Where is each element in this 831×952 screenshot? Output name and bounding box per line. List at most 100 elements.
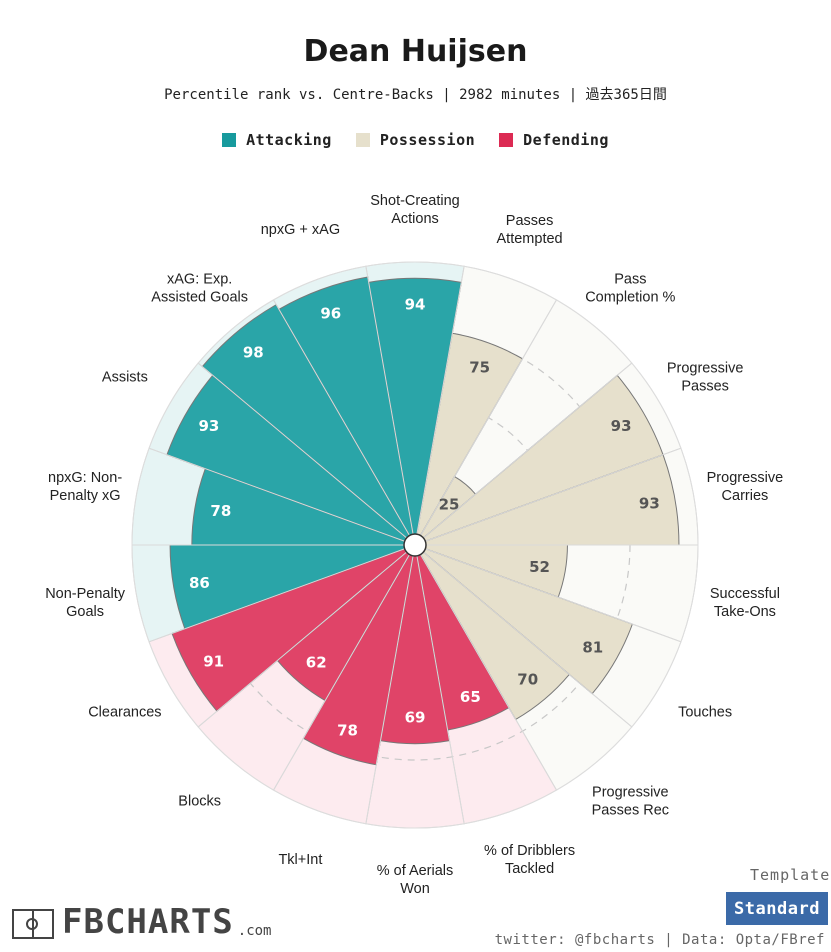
metric-label-touches: Touches <box>678 705 732 721</box>
metric-label-progressive-carries: Progressive Carries <box>707 470 784 504</box>
separator-16 <box>197 362 407 539</box>
metric-label-assists: Assists <box>102 370 148 386</box>
metric-labels: Shot-Creating Actions Passes Attempted Pass C… <box>45 193 783 897</box>
separator-8 <box>420 554 557 791</box>
metric-label-line: % of Dribblers <box>484 843 575 859</box>
separator-12 <box>197 551 407 728</box>
separator-9 <box>416 555 465 824</box>
value-label-pass-completion: 25 <box>439 495 460 513</box>
metric-label-line: Tackled <box>505 861 554 877</box>
metric-label-clearances: Clearances <box>88 705 161 721</box>
metric-label-line: Won <box>400 881 430 897</box>
value-label-npxg-non-penalty-xg: 78 <box>210 502 231 520</box>
metric-label-line: Touches <box>678 705 732 721</box>
value-label-passes-attempted: 75 <box>469 358 490 376</box>
value-label-npxg-xag: 96 <box>320 305 341 323</box>
separator-11 <box>273 554 410 791</box>
metric-label-npxg-non-penalty-xg: npxG: Non- Penalty xG <box>48 470 122 504</box>
metric-label-line: Shot-Creating <box>370 193 459 209</box>
metric-label-line: Clearances <box>88 705 161 721</box>
metric-label-line: Goals <box>66 604 104 620</box>
metric-label-non-penalty-goals: Non-Penalty Goals <box>45 586 126 620</box>
metric-label-line: Progressive <box>592 785 669 801</box>
metric-label-line: npxG: Non- <box>48 470 122 486</box>
footer-credits: twitter: @fbcharts | Data: Opta/FBref <box>494 932 825 948</box>
metric-label-line: Successful <box>710 586 780 602</box>
value-wedges <box>166 276 680 766</box>
value-label-assists: 93 <box>198 417 219 435</box>
metric-label-line: Progressive <box>667 361 744 377</box>
metric-label-npxg-xag: npxG + xAG <box>261 222 340 238</box>
metric-label-line: xAG: Exp. <box>167 271 232 287</box>
template-label: Template <box>750 866 831 884</box>
metric-label-line: Blocks <box>178 794 221 810</box>
legend-swatch-defending <box>499 133 514 147</box>
metric-label-line: Completion % <box>585 289 675 305</box>
separator-10 <box>365 555 414 824</box>
pitch-icon <box>12 909 54 939</box>
legend-label-attacking: Attacking <box>246 131 332 149</box>
legend: Attacking Possession Defending <box>0 131 831 149</box>
value-label-blocks: 62 <box>306 654 327 672</box>
fbcharts-logo: FBCHARTS .com <box>12 905 271 939</box>
value-labels: 94 75 25 93 93 52 81 70 65 69 78 62 91 86 78 93 98 96 <box>189 295 660 739</box>
metric-label-line: Passes <box>506 213 554 229</box>
value-label-of-dribblers-tackled: 65 <box>460 688 481 706</box>
metric-label-line: Pass <box>614 271 646 287</box>
legend-item-possession: Possession <box>355 131 476 149</box>
value-label-progressive-passes-rec: 70 <box>517 670 538 688</box>
separator-3 <box>423 362 633 539</box>
metric-label-passes-attempted: Passes Attempted <box>497 213 563 247</box>
metric-label-line: Tkl+Int <box>278 852 322 868</box>
metric-label-shot-creating-actions: Shot-Creating Actions <box>370 193 459 227</box>
legend-label-possession: Possession <box>379 131 476 149</box>
value-label-tkl-int: 78 <box>337 721 358 739</box>
metric-label-progressive-passes-rec: Progressive Passes Rec <box>592 785 669 819</box>
metric-label-line: % of Aerials <box>377 863 454 879</box>
metric-label-line: Assists <box>102 370 148 386</box>
logo-suffix: .com <box>237 923 272 939</box>
value-label-shot-creating-actions: 94 <box>405 295 426 313</box>
metric-label-of-aerials-won: % of Aerials Won <box>377 863 454 897</box>
metric-label-line: Attempted <box>497 231 563 247</box>
separator-7 <box>423 551 633 728</box>
separator-17 <box>273 299 410 536</box>
logo-text: FBCHARTS <box>62 902 234 942</box>
template-standard-button[interactable]: Standard <box>726 892 828 925</box>
separator-2 <box>420 299 557 536</box>
metric-label-line: Progressive <box>707 470 784 486</box>
value-label-touches: 81 <box>582 639 603 657</box>
legend-swatch-possession <box>355 133 370 147</box>
legend-swatch-attacking <box>222 133 237 147</box>
metric-label-tkl-int: Tkl+Int <box>278 852 322 868</box>
legend-item-attacking: Attacking <box>222 131 332 149</box>
separator-0 <box>365 266 414 535</box>
metric-label-progressive-passes: Progressive Passes <box>667 361 744 395</box>
metric-label-line: Non-Penalty <box>45 586 126 602</box>
value-label-successful-take-ons: 52 <box>529 558 550 576</box>
chart-subtitle: Percentile rank vs. Centre-Backs | 2982 … <box>164 87 667 103</box>
legend-label-defending: Defending <box>523 131 609 149</box>
metric-label-xag-exp-assisted-goals: xAG: Exp. Assisted Goals <box>151 271 248 305</box>
legend-item-defending: Defending <box>499 131 609 149</box>
metric-label-successful-take-ons: Successful Take-Ons <box>710 586 780 620</box>
value-label-of-aerials-won: 69 <box>405 709 426 727</box>
metric-label-line: Assisted Goals <box>151 289 248 305</box>
wedge-separators <box>132 266 698 824</box>
metric-label-line: Penalty xG <box>50 488 121 504</box>
value-label-progressive-carries: 93 <box>639 495 660 513</box>
value-label-xag-exp-assisted-goals: 98 <box>243 343 264 361</box>
separator-15 <box>148 447 405 542</box>
separator-13 <box>148 548 405 643</box>
value-label-clearances: 91 <box>203 652 224 670</box>
metric-label-line: npxG + xAG <box>261 222 340 238</box>
value-label-progressive-passes: 93 <box>611 417 632 435</box>
metric-label-of-dribblers-tackled: % of Dribblers Tackled <box>484 843 575 877</box>
separator-4 <box>425 447 682 542</box>
metric-label-pass-completion: Pass Completion % <box>585 271 675 305</box>
chart-title: Dean Huijsen <box>303 34 528 69</box>
metric-label-line: Take-Ons <box>714 604 776 620</box>
metric-label-line: Passes Rec <box>592 803 669 819</box>
metric-label-line: Carries <box>722 488 769 504</box>
